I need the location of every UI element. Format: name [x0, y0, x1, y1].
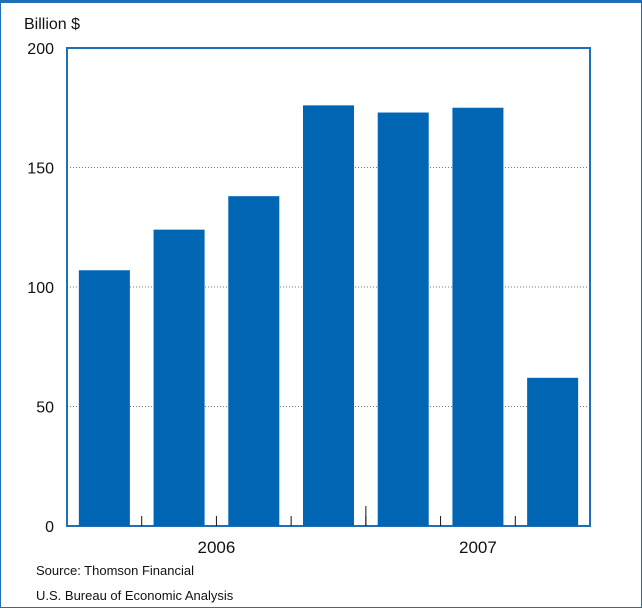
y-tick-label: 200: [27, 41, 54, 58]
y-tick-label: 100: [27, 280, 54, 297]
x-group-label-2007: 2007: [459, 538, 497, 557]
bar: [228, 196, 280, 526]
bar: [153, 229, 205, 526]
frame-top-border: [0, 0, 642, 3]
y-axis-label: Billion $: [24, 16, 81, 33]
y-tick-label: 50: [36, 400, 54, 417]
source-line-2: U.S. Bureau of Economic Analysis: [36, 588, 234, 603]
bar: [527, 377, 579, 526]
bar: [303, 105, 354, 527]
bar: [78, 270, 130, 526]
bar: [377, 112, 429, 526]
bar: [452, 107, 504, 526]
y-tick-label: 150: [27, 161, 54, 178]
y-tick-label: 0: [45, 519, 54, 536]
x-group-label-2006: 2006: [198, 538, 236, 557]
source-line-1: Source: Thomson Financial: [36, 563, 195, 578]
